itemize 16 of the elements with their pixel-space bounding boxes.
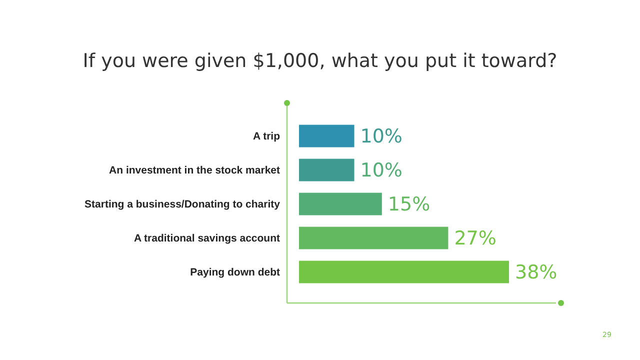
y-tick-label: A trip: [252, 130, 280, 143]
chart-title: If you were given $1,000, what you put it toward?: [82, 50, 558, 72]
bar: [299, 124, 354, 148]
bar: [299, 158, 354, 182]
y-tick-label: Starting a business/Donating to charity: [84, 198, 280, 211]
data-label: 10%: [360, 126, 402, 148]
bar: [299, 192, 382, 216]
bar: [299, 260, 509, 284]
data-label: 15%: [388, 194, 430, 216]
data-label: 10%: [360, 160, 402, 182]
data-label: 27%: [454, 228, 496, 250]
data-label: 38%: [515, 262, 558, 284]
y-tick-label: A traditional savings account: [134, 232, 280, 245]
y-tick-label: Paying down debt: [190, 266, 280, 279]
y-tick-label: An investment in the stock market: [109, 164, 280, 177]
bar: [299, 226, 448, 250]
